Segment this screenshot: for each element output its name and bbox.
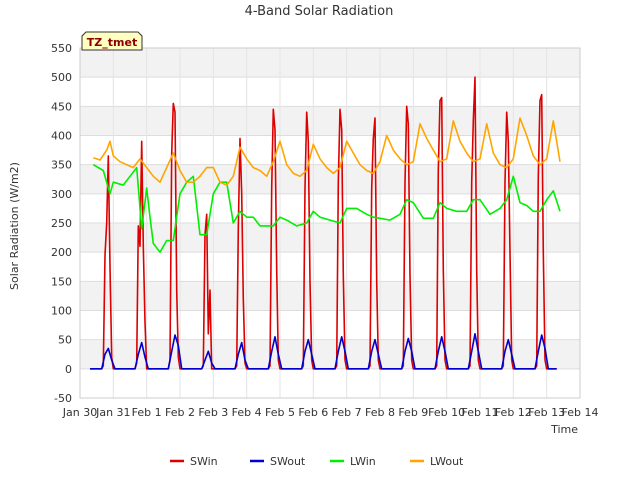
plot-band [80,339,580,369]
x-axis-label: Time [550,423,578,436]
x-tick-label: Feb 12 [495,406,532,419]
plot-band [80,77,580,107]
series-line-swout [90,332,557,370]
y-axis-label: Solar Radiation (W/m2) [8,162,21,290]
y-tick-label: 200 [51,246,72,259]
series-lines [90,76,561,370]
series-line-lwin [92,164,561,253]
plot-frame [79,47,581,399]
x-tick-label: Feb 8 [365,406,395,419]
y-tick-label: 100 [51,305,72,318]
plot-band [80,193,580,223]
series-line-lwout [93,117,561,186]
plot-band [80,252,580,282]
plot-band [80,106,580,136]
y-tick-label: 500 [51,71,72,84]
x-tick-label: Feb 11 [462,406,499,419]
plot-band [80,48,580,78]
x-tick-label: Feb 1 [132,406,162,419]
tz-badge-label: TZ_tmet [87,36,137,49]
legend-label: SWin [190,455,218,468]
legend-label: LWin [350,455,376,468]
x-tick-label: Feb 9 [398,406,428,419]
legend: SWin SWout LWin LWout [170,455,464,468]
plot-bands [80,48,580,398]
tz-badge: TZ_tmet [81,31,143,51]
x-tick-label: Feb 5 [265,406,295,419]
y-tick-label: -50 [54,392,72,405]
x-tick-label: Feb 13 [528,406,565,419]
plot-band [80,368,580,398]
y-tick-label: 250 [51,217,72,230]
x-tick-label: Feb 14 [562,406,599,419]
y-tick-label: 350 [51,159,72,172]
x-tick-label: Feb 3 [198,406,228,419]
legend-label: SWout [270,455,306,468]
plot-band [80,310,580,340]
y-tick-label: 150 [51,275,72,288]
legend-label: LWout [430,455,464,468]
y-tick-labels: -50 0 50 100 150 200 250 300 350 400 450 500 550 [51,42,72,405]
x-tick-label: Feb 10 [428,406,465,419]
x-tick-label: Jan 31 [95,406,130,419]
chart-title: 4-Band Solar Radiation [245,4,394,19]
x-tick-label: Feb 7 [332,406,362,419]
plot-band [80,281,580,311]
x-tick-label: Feb 6 [298,406,328,419]
x-tick-label: Feb 2 [165,406,195,419]
y-tick-label: 400 [51,130,72,143]
y-tick-label: 50 [58,334,72,347]
x-tick-label: Feb 4 [232,406,262,419]
x-tick-label: Jan 30 [62,406,97,419]
y-tick-label: 300 [51,188,72,201]
y-tick-label: 0 [65,363,72,376]
tz-badge-shape [81,31,143,51]
y-tick-label: 550 [51,42,72,55]
y-tick-label: 450 [51,100,72,113]
